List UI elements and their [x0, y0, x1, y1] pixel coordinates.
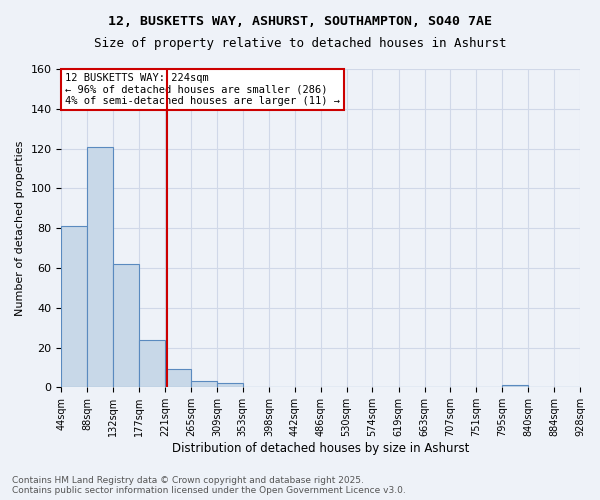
Bar [502, 386, 529, 388]
Text: 12 BUSKETTS WAY: 224sqm
← 96% of detached houses are smaller (286)
4% of semi-de: 12 BUSKETTS WAY: 224sqm ← 96% of detache… [65, 73, 340, 106]
Bar [87, 146, 113, 388]
Bar [165, 370, 191, 388]
X-axis label: Distribution of detached houses by size in Ashurst: Distribution of detached houses by size … [172, 442, 469, 455]
Bar [61, 226, 87, 388]
Y-axis label: Number of detached properties: Number of detached properties [15, 140, 25, 316]
Bar [113, 264, 139, 388]
Bar [217, 384, 242, 388]
Bar [191, 382, 217, 388]
Text: 12, BUSKETTS WAY, ASHURST, SOUTHAMPTON, SO40 7AE: 12, BUSKETTS WAY, ASHURST, SOUTHAMPTON, … [108, 15, 492, 28]
Text: Contains HM Land Registry data © Crown copyright and database right 2025.
Contai: Contains HM Land Registry data © Crown c… [12, 476, 406, 495]
Bar [139, 340, 165, 388]
Text: Size of property relative to detached houses in Ashurst: Size of property relative to detached ho… [94, 38, 506, 51]
